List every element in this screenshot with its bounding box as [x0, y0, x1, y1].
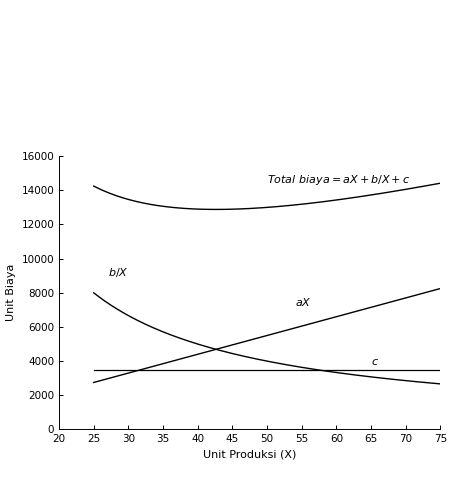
Y-axis label: Unit Biaya: Unit Biaya: [6, 264, 16, 322]
Text: $c$: $c$: [371, 357, 379, 367]
Text: $b/X$: $b/X$: [108, 266, 128, 279]
X-axis label: Unit Produksi (X): Unit Produksi (X): [203, 450, 296, 460]
Text: $aX$: $aX$: [295, 297, 311, 308]
Text: $Total\ biaya = aX + b/X + c$: $Total\ biaya = aX + b/X + c$: [267, 174, 410, 187]
